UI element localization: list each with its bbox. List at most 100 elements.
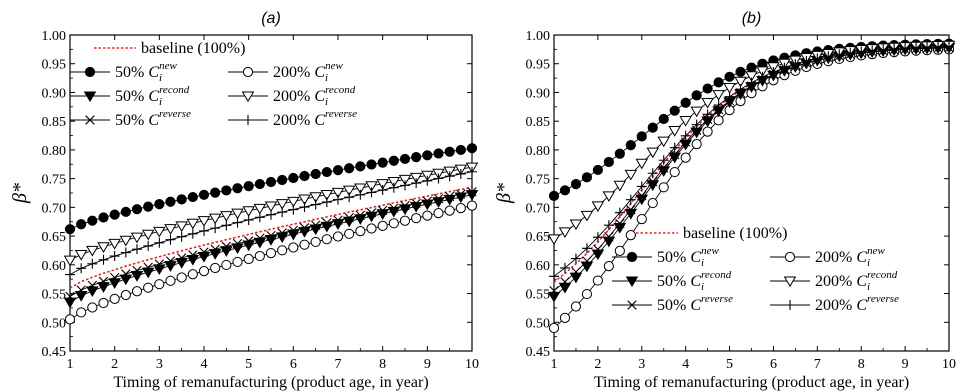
data-point xyxy=(636,213,647,225)
data-point xyxy=(288,225,299,235)
data-point xyxy=(277,207,288,218)
data-point xyxy=(198,266,210,277)
data-point xyxy=(624,169,638,181)
data-point xyxy=(109,293,120,305)
data-point xyxy=(355,226,366,237)
data-point xyxy=(98,297,109,309)
legend-entry-recond50: 50% Cirecond xyxy=(612,269,732,293)
data-point xyxy=(421,199,434,211)
data-point xyxy=(97,282,110,293)
data-point xyxy=(265,248,277,259)
data-point xyxy=(614,207,625,218)
data-point xyxy=(422,150,433,161)
legend-marker xyxy=(243,115,253,125)
data-point xyxy=(187,191,198,203)
chart-title: (a) xyxy=(261,10,281,27)
y-tick-label: 0.70 xyxy=(526,201,551,216)
x-tick-label: 1 xyxy=(67,357,74,372)
legend-marker xyxy=(626,251,638,263)
data-point xyxy=(377,205,388,216)
data-point xyxy=(411,152,422,163)
data-point xyxy=(398,174,412,186)
y-tick-label: 0.60 xyxy=(42,259,67,274)
data-point xyxy=(376,179,389,190)
data-point xyxy=(680,152,691,163)
series-line xyxy=(69,205,473,320)
data-point xyxy=(582,256,592,266)
series-reverse200 xyxy=(65,166,477,280)
data-point xyxy=(581,243,592,254)
data-point xyxy=(243,181,254,192)
y-tick-label: 0.80 xyxy=(42,144,67,159)
data-point xyxy=(299,202,310,213)
data-point xyxy=(86,286,99,298)
data-point xyxy=(668,126,681,137)
data-point xyxy=(131,286,143,297)
data-point xyxy=(658,113,669,125)
data-point xyxy=(911,42,922,53)
data-point xyxy=(646,147,660,159)
data-point xyxy=(433,173,444,184)
data-point xyxy=(756,66,769,78)
data-point xyxy=(702,109,713,120)
legend-marker xyxy=(627,300,637,310)
data-point xyxy=(130,271,144,282)
y-tick-label: 0.90 xyxy=(42,86,67,101)
data-point xyxy=(120,247,131,258)
data-point xyxy=(569,219,583,231)
data-point xyxy=(344,192,355,203)
data-point xyxy=(243,253,254,265)
data-point xyxy=(321,234,332,245)
legend-label: 200% Cirecond xyxy=(815,269,898,293)
x-tick-label: 6 xyxy=(290,357,297,372)
x-tick-label: 3 xyxy=(156,357,163,372)
data-point xyxy=(243,214,254,225)
data-point xyxy=(188,250,198,260)
data-point xyxy=(790,59,801,70)
legend-entry-recond200: 200% Cirecond xyxy=(228,84,356,108)
data-point xyxy=(670,149,680,160)
data-point xyxy=(389,203,399,213)
legend-entry-baseline: baseline (100%) xyxy=(94,40,245,57)
data-point xyxy=(625,140,636,151)
data-point xyxy=(287,196,300,208)
y-tick-label: 0.60 xyxy=(526,259,551,274)
data-point xyxy=(400,180,410,191)
data-point xyxy=(332,231,344,242)
data-point xyxy=(154,199,165,210)
data-point xyxy=(288,204,299,215)
data-point xyxy=(388,182,399,193)
data-point xyxy=(210,262,221,274)
y-tick-label: 0.45 xyxy=(42,345,67,360)
data-point xyxy=(165,196,176,207)
y-tick-label: 0.65 xyxy=(42,230,67,245)
data-point xyxy=(455,203,466,214)
data-point xyxy=(690,106,703,118)
data-point xyxy=(365,181,378,192)
data-point xyxy=(443,194,456,206)
data-point xyxy=(549,271,559,282)
data-point xyxy=(321,197,332,208)
legend-entry-new50: 50% Cinew xyxy=(612,245,719,269)
data-point xyxy=(355,161,366,172)
data-point xyxy=(310,236,321,248)
data-point xyxy=(399,215,411,226)
y-tick-label: 0.70 xyxy=(42,201,67,216)
data-point xyxy=(309,192,322,203)
data-point xyxy=(680,97,691,108)
data-point xyxy=(603,156,614,168)
data-point xyxy=(143,201,154,212)
data-point xyxy=(132,265,142,276)
series-recond200 xyxy=(547,40,956,246)
y-tick-label: 0.75 xyxy=(526,173,551,188)
data-point xyxy=(702,126,713,137)
x-tick-label: 9 xyxy=(424,357,431,372)
data-point xyxy=(322,218,332,228)
legend-entry-recond200: 200% Cirecond xyxy=(770,269,898,293)
data-point xyxy=(422,210,433,221)
data-point xyxy=(411,198,421,209)
data-point xyxy=(746,77,757,88)
legend-label: 50% Cirecond xyxy=(115,84,190,108)
data-point xyxy=(333,194,343,205)
data-point xyxy=(108,238,121,250)
